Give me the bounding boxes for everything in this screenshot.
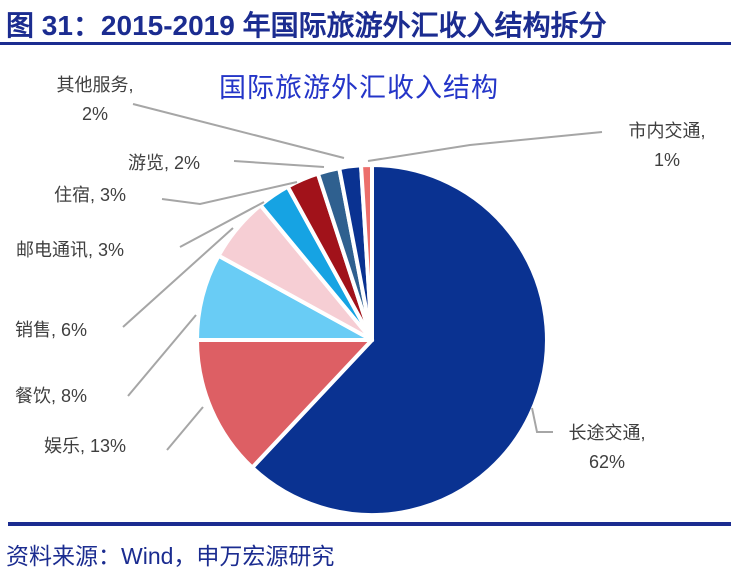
leader-line-accommodation [161,181,298,206]
leader-line-post-telecom [179,201,265,248]
leader-line-sales [122,227,234,328]
leader-line-long-distance-transport [531,407,553,433]
leader-line-sightseeing [233,160,325,168]
header-divider [0,42,731,45]
leader-line-city-transport [367,131,603,162]
slice-label-post-telecom: 邮电通讯, 3% [16,240,125,260]
pie-slice-long-distance-transport [250,163,549,517]
leader-line-other-services [132,103,345,159]
source-note: 资料来源：Wind，申万宏源研究 [6,543,335,569]
slice-label-other-services: 其他服务, 2% [56,75,134,124]
slice-label-accommodation: 住宿, 3% [54,185,127,205]
slice-label-sightseeing: 游览, 2% [128,153,201,173]
slice-label-catering: 餐饮, 8% [15,386,88,406]
chart-title: 国际旅游外汇收入结构 [219,73,499,103]
figure-title: 图 31：2015-2019 年国际旅游外汇收入结构拆分 [6,10,607,41]
slice-label-sales: 销售, 6% [15,320,88,340]
slice-label-long-distance-transport: 长途交通, 62% [568,423,646,472]
leader-line-entertainment [166,406,204,451]
leader-line-catering [127,314,197,397]
pie-slice-entertainment [195,338,374,470]
slice-label-entertainment: 娱乐, 13% [44,436,127,456]
footer-divider [8,522,731,526]
pie-slice-city-transport [359,162,374,342]
slice-label-city-transport: 市内交通, 1% [628,121,706,170]
